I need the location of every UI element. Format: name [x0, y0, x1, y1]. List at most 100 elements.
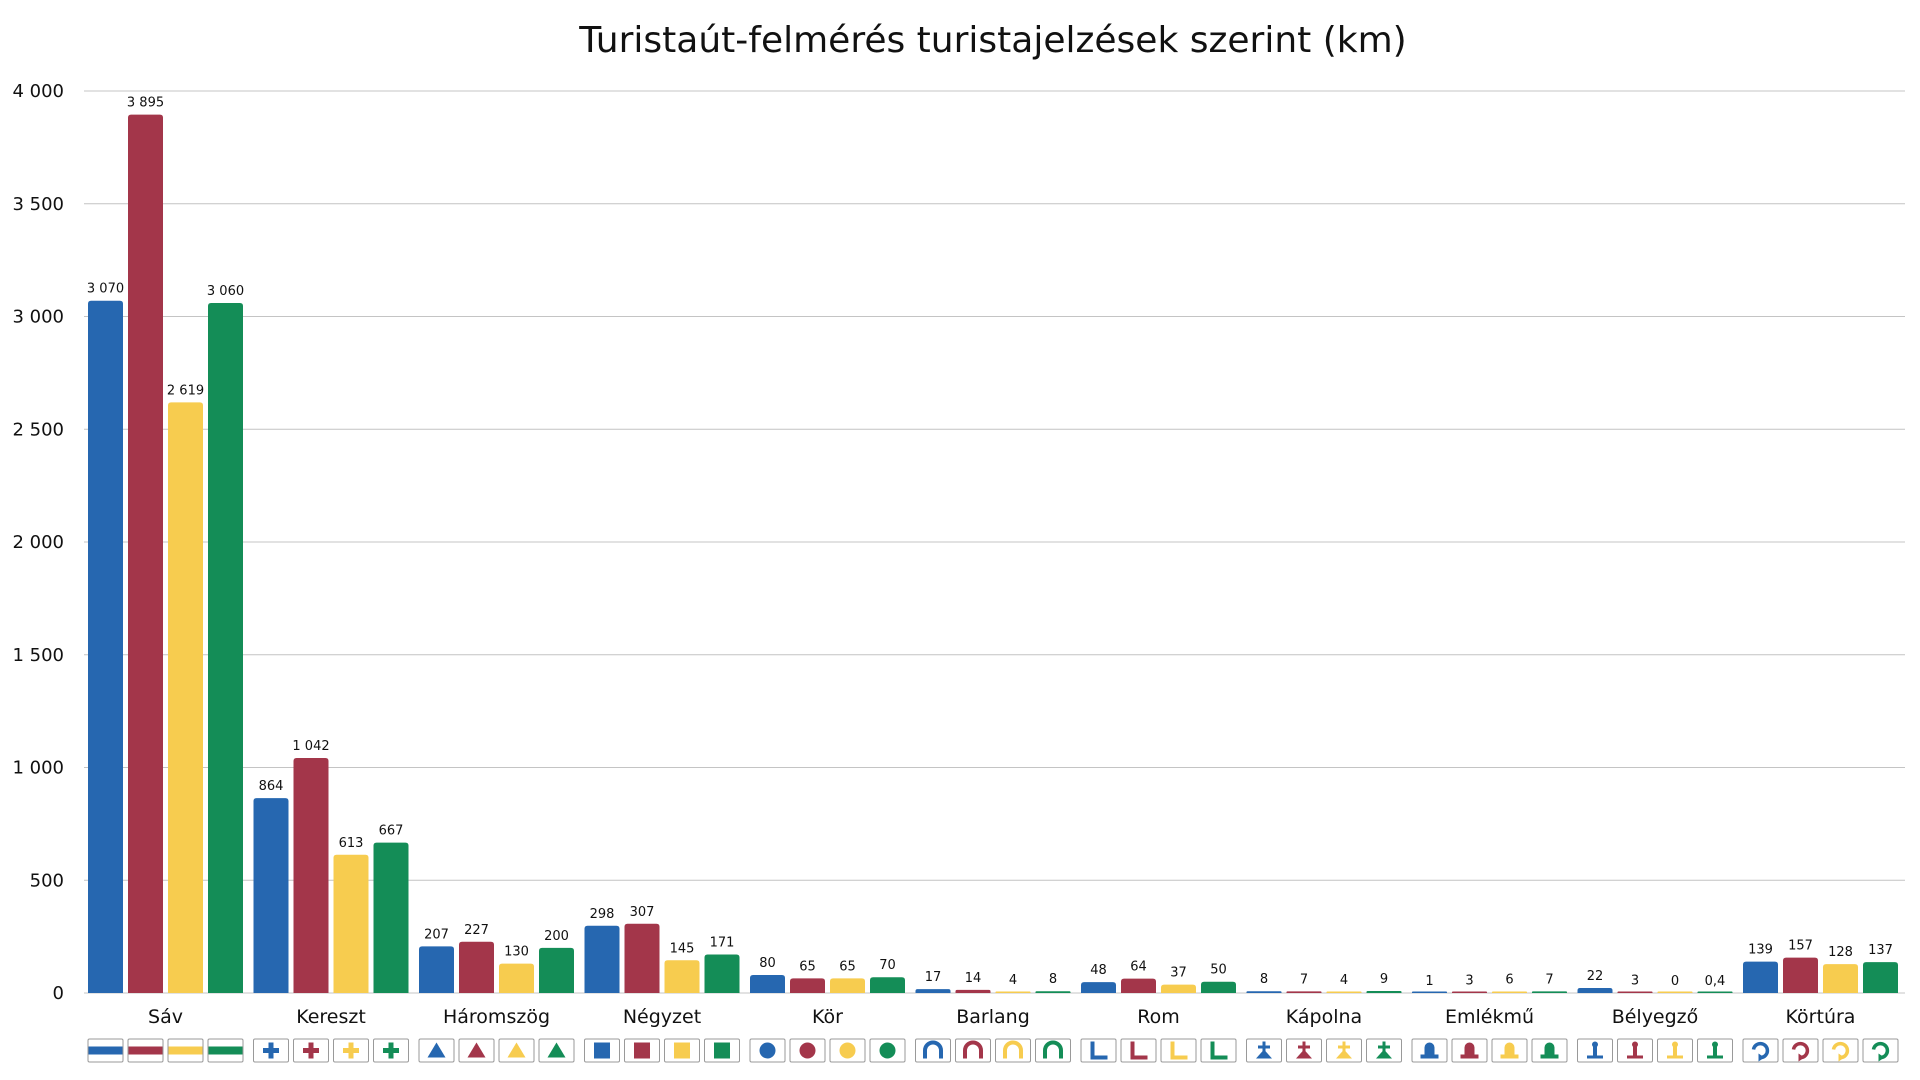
cross-mark-icon [343, 1042, 359, 1059]
marker-box [1035, 1038, 1071, 1063]
category-group [419, 941, 574, 993]
bar [499, 963, 534, 993]
data-label: 37 [1170, 966, 1187, 981]
data-label: 4 [1340, 973, 1348, 988]
y-tick-label: 4 000 [12, 81, 64, 102]
y-axis: 0 500 1 000 1 500 2 000 2 500 3 000 3 500 4 000 [12, 81, 64, 1004]
chapel-mark-icon [1336, 1041, 1352, 1059]
marker-box [789, 1038, 826, 1063]
monument-mark-icon [1460, 1042, 1479, 1059]
data-label: 3 [1631, 973, 1639, 988]
bar [1412, 991, 1447, 993]
bar [584, 925, 620, 993]
x-tick-label: Háromszög [443, 1006, 550, 1028]
triangle-mark-icon [427, 1042, 446, 1058]
category-group [1577, 988, 1733, 993]
loop-mark-icon [1871, 1041, 1890, 1062]
data-label: 307 [630, 905, 655, 920]
data-label: 200 [544, 929, 569, 944]
bar [373, 842, 409, 993]
marker-box [749, 1038, 786, 1063]
data-label: 65 [799, 959, 816, 974]
monument-mark-icon [1500, 1042, 1519, 1059]
bar [870, 977, 905, 993]
marker-box [664, 1038, 700, 1063]
category-group [915, 989, 1071, 993]
category-group [1412, 991, 1567, 993]
data-label: 130 [504, 945, 529, 960]
marker-box [1697, 1038, 1733, 1063]
bar [1823, 964, 1858, 993]
marker-box [1200, 1038, 1237, 1063]
bar [750, 974, 785, 993]
bar [1617, 991, 1653, 993]
marker-box [1577, 1038, 1613, 1063]
bar [459, 941, 494, 993]
bar [664, 960, 700, 993]
x-tick-label: Sáv [148, 1006, 183, 1028]
ruin-mark-icon [1170, 1041, 1188, 1060]
cross-mark-icon [383, 1042, 399, 1059]
data-label: 864 [259, 779, 284, 794]
bar [995, 991, 1031, 993]
bar [1697, 991, 1733, 993]
marker-box [458, 1038, 495, 1063]
data-label: 3 [1465, 973, 1473, 988]
cave-mark-icon [963, 1040, 983, 1059]
data-label: 70 [879, 958, 896, 973]
marker-box [584, 1038, 620, 1063]
y-tick-label: 2 000 [12, 532, 64, 553]
data-label: 64 [1130, 960, 1147, 975]
chart-title: Turistaút-felmérés turistajelzések szeri… [578, 20, 1406, 61]
data-label: 8 [1049, 972, 1057, 987]
y-tick-label: 500 [30, 870, 64, 891]
marker-box [829, 1038, 866, 1063]
triangle-mark-icon [467, 1042, 486, 1058]
marker-box [253, 1038, 289, 1063]
bar [790, 978, 825, 993]
bar [208, 302, 243, 994]
marker-box [1120, 1038, 1157, 1063]
bar [1286, 991, 1322, 993]
bar [1366, 990, 1402, 993]
bar [1326, 991, 1362, 993]
data-label: 171 [710, 935, 735, 950]
marker-box [1531, 1038, 1568, 1063]
bar [293, 758, 329, 993]
data-label: 4 [1009, 973, 1017, 988]
data-label: 3 895 [127, 96, 164, 111]
bars [88, 114, 1898, 994]
bar [624, 923, 660, 993]
bar [1492, 991, 1527, 993]
category-group [584, 923, 740, 993]
marker-box [624, 1038, 660, 1063]
x-tick-label: Körtúra [1786, 1006, 1856, 1028]
square-mark-icon [714, 1042, 730, 1059]
data-label: 7 [1545, 972, 1553, 987]
data-label: 613 [339, 836, 364, 851]
y-tick-label: 2 500 [12, 419, 64, 440]
loop-mark-icon [1751, 1041, 1770, 1062]
bar [1246, 991, 1282, 993]
monument-mark-icon [1420, 1042, 1439, 1059]
data-label: 80 [759, 956, 776, 971]
chapel-mark-icon [1376, 1041, 1392, 1059]
marker-box [869, 1038, 906, 1063]
circle-mark-icon [759, 1042, 776, 1059]
marker-box [127, 1038, 164, 1063]
bar [1035, 991, 1071, 993]
x-tick-label: Kápolna [1286, 1006, 1362, 1028]
bar [128, 114, 163, 994]
category-group [1246, 990, 1402, 993]
marker-box [1862, 1038, 1899, 1063]
marker-box [1782, 1038, 1819, 1063]
bar [333, 854, 369, 993]
category-group [1743, 957, 1898, 993]
marker-icons [87, 1038, 1899, 1063]
y-tick-label: 0 [53, 983, 64, 1004]
stamp-mark-icon [1587, 1041, 1603, 1059]
bar [88, 300, 123, 994]
y-tick-label: 1 000 [12, 758, 64, 779]
x-axis: Sáv Kereszt Háromszög Négyzet Kör Barlang Rom K… [148, 1006, 1855, 1028]
